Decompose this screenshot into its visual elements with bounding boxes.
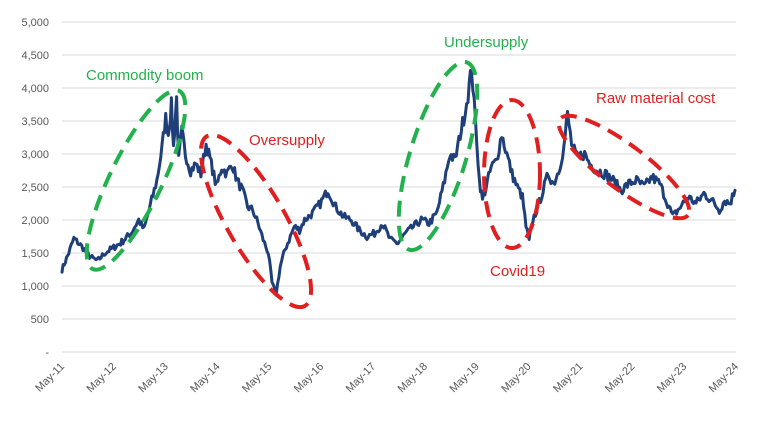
undersupply-ellipse <box>396 59 480 253</box>
gridlines <box>62 21 736 353</box>
y-tick-label: 5,000 <box>21 17 49 29</box>
x-tick-label: May-12 <box>85 361 119 395</box>
y-tick-label: 1,000 <box>21 281 49 293</box>
y-tick-label: 3,000 <box>21 149 49 161</box>
x-tick-label: May-18 <box>396 361 430 395</box>
x-tick-label: May-22 <box>603 361 637 395</box>
x-tick-label: May-19 <box>447 361 481 395</box>
x-tick-label: May-21 <box>551 361 585 395</box>
covid19-label: Covid19 <box>490 263 545 280</box>
x-tick-label: May-14 <box>188 361 222 395</box>
commodity-boom-ellipse <box>84 88 188 272</box>
series-line <box>60 69 737 297</box>
y-tick-label: - <box>45 347 49 359</box>
y-tick-label: 4,500 <box>21 50 49 62</box>
y-tick-label: 2,500 <box>21 182 49 194</box>
series-layer <box>60 69 737 297</box>
annotations: Commodity boom Oversupply Undersupply Co… <box>84 34 716 310</box>
oversupply-ellipse <box>198 132 314 310</box>
y-axis-ticks: - 500 1,000 1,500 2,000 2,500 3,000 3,500 4,000 4… <box>21 17 49 359</box>
x-tick-label: May-17 <box>344 361 378 395</box>
x-tick-label: May-13 <box>136 361 170 395</box>
y-tick-label: 3,500 <box>21 116 49 128</box>
x-axis-ticks: May-11 May-12 May-13 May-14 May-15 May-16 May-… <box>33 361 741 395</box>
x-tick-label: May-11 <box>33 361 67 395</box>
y-tick-label: 1,500 <box>21 248 49 260</box>
x-tick-label: May-15 <box>240 361 274 395</box>
y-tick-label: 2,000 <box>21 215 49 227</box>
x-tick-label: May-23 <box>655 361 689 395</box>
covid19-ellipse <box>482 98 542 250</box>
y-tick-label: 4,000 <box>21 83 49 95</box>
x-tick-label: May-24 <box>707 361 741 395</box>
y-tick-label: 500 <box>31 314 49 326</box>
undersupply-label: Undersupply <box>444 34 529 51</box>
x-tick-label: May-20 <box>499 361 533 395</box>
raw-material-cost-label: Raw material cost <box>596 90 716 107</box>
commodity-boom-label: Commodity boom <box>86 67 204 84</box>
oversupply-label: Oversupply <box>249 132 325 149</box>
x-tick-label: May-16 <box>292 361 326 395</box>
